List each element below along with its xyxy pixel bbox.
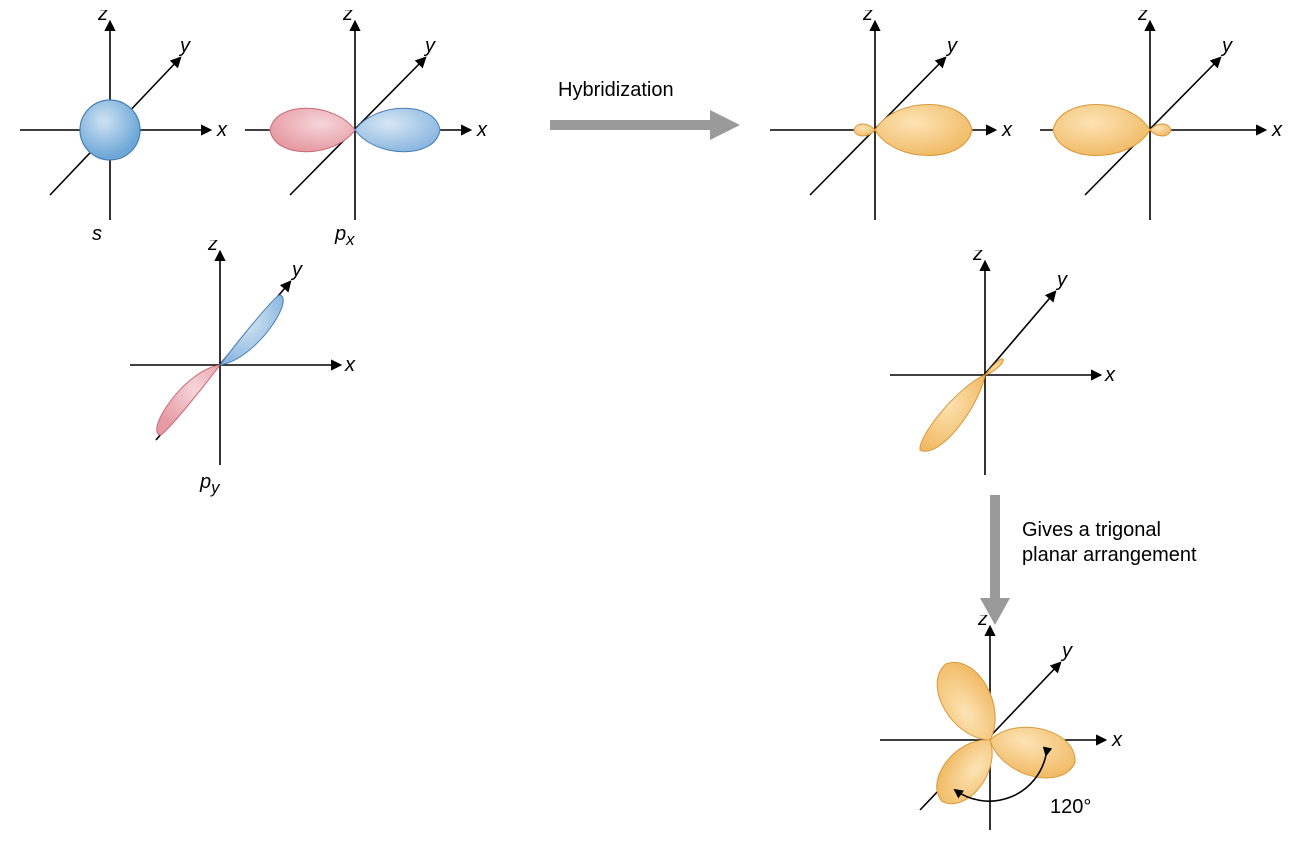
panel-s-orbital: x y z [10,10,230,230]
hybridization-label: Hybridization [558,78,674,103]
down-arrow [975,490,1015,630]
s-caption: s [92,222,102,247]
axis-y-label: y [1220,35,1233,57]
py-caption-p: p [200,471,211,493]
px-lobe-positive [355,108,440,152]
axis-y-label: y [1060,640,1073,662]
sp2b-big-lobe [1053,105,1150,156]
trigonal-caption-line2: planar arrangement [1022,544,1197,566]
diagram-stage: x y z s x y z p x [0,0,1300,843]
panel-sp2-b: x y z [1030,10,1290,230]
axis-x-label: x [1104,364,1116,386]
py-lobe-positive [220,295,283,365]
axis-x-label: x [216,119,228,141]
py-caption: py [200,470,219,499]
axis-z-label: z [97,10,108,25]
panel-py-orbital: x y z [120,240,360,480]
sp2c-big-lobe [920,375,985,451]
sp2c-small-lobe [985,359,1003,375]
panel-trigonal: x y z 120° [870,615,1130,840]
axis-z-label: z [207,240,218,255]
trigonal-caption: Gives a trigonal planar arrangement [1022,518,1197,568]
py-lobe-negative [157,365,220,435]
py-caption-sub: y [211,478,219,497]
axis-y-label: y [945,35,958,57]
sp2a-big-lobe [875,105,972,156]
axis-y-label: y [290,259,303,281]
axis-y-label: y [178,35,191,57]
hybridization-arrow [540,95,750,155]
axis-z-label: z [972,250,983,265]
panel-px-orbital: x y z [235,10,495,230]
sp2a-small-lobe [854,124,875,136]
panel-sp2-c: x y z [880,250,1120,490]
axis-z-label: z [977,615,988,630]
axis-z-label: z [1137,10,1148,25]
trigonal-caption-line1: Gives a trigonal [1022,519,1161,541]
axis-x-label: x [344,354,356,376]
axis-y-label: y [1055,269,1068,291]
px-lobe-negative [270,108,355,152]
axis-x-label: x [1001,119,1013,141]
axis-x-label: x [476,119,488,141]
s-sphere [80,100,140,160]
axis-x-label: x [1271,119,1283,141]
axis-z-label: z [342,10,353,25]
axis-z-label: z [862,10,873,25]
angle-label: 120° [1050,796,1091,818]
axis-x-label: x [1111,729,1123,751]
panel-sp2-a: x y z [760,10,1020,230]
axis-y-label: y [423,35,436,57]
